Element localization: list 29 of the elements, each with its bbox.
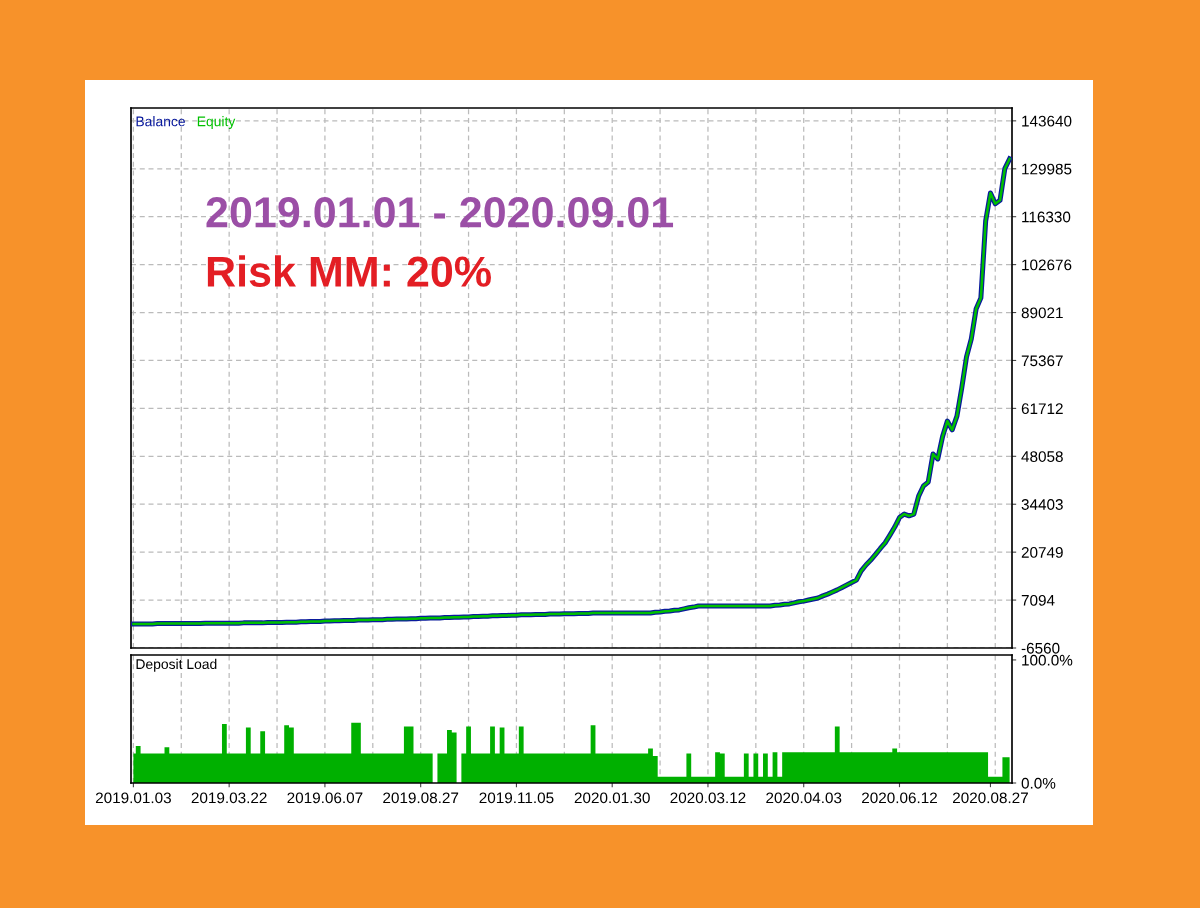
y-tick-label: 75367 <box>1021 355 1063 367</box>
y-tick-label: -6560 <box>1021 642 1060 654</box>
x-tick-label: 2020.03.12 <box>670 792 746 804</box>
y-tick-label: 129985 <box>1022 163 1072 175</box>
y-tick-label: 102676 <box>1022 259 1072 271</box>
y-tick-label: 116330 <box>1022 211 1071 223</box>
x-tick-label: 2019.01.03 <box>95 792 171 804</box>
y-tick-label: 34403 <box>1021 499 1063 510</box>
chart-title: Deposit Load <box>136 658 217 672</box>
text: Equity <box>197 116 236 130</box>
text: Balance <box>136 116 185 127</box>
x-tick-label: 2019.03.22 <box>191 792 267 804</box>
x-tick-label: 2019.06.07 <box>287 792 363 804</box>
x-tick-label: 2019.11.05 <box>479 792 554 804</box>
y-tick-label: 100.0% <box>1022 654 1073 666</box>
x-tick-label: 2020.01.30 <box>574 792 650 804</box>
y-tick-label: 48058 <box>1021 451 1063 462</box>
y-tick-label: 0.0% <box>1021 777 1056 789</box>
y-tick-label: 143640 <box>1022 115 1072 127</box>
annotation: 2019.01.01 - 2020.09.01 <box>206 197 674 228</box>
y-tick-label: 7094 <box>1021 594 1055 606</box>
y-tick-label: 89021 <box>1021 307 1063 319</box>
y-tick-label: 20749 <box>1021 547 1063 558</box>
annotation: Risk MM: 20% <box>207 255 491 287</box>
y-tick-label: 61712 <box>1021 403 1063 415</box>
x-tick-label: 2020.08.27 <box>952 792 1028 804</box>
x-tick-label: 2020.04.03 <box>766 792 842 804</box>
x-tick-label: 2019.08.27 <box>383 792 459 804</box>
x-tick-label: 2020.06.12 <box>862 792 937 804</box>
